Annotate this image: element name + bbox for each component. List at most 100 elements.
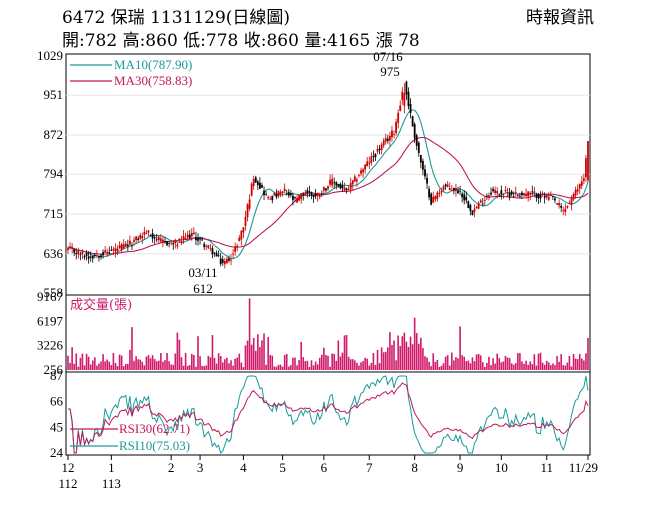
volume-bar	[486, 363, 488, 370]
volume-bar	[147, 355, 150, 370]
volume-bar	[506, 357, 509, 370]
candle-body	[213, 252, 216, 254]
volume-bar	[312, 365, 315, 370]
candle-body	[580, 181, 583, 186]
candle-body	[362, 169, 364, 173]
volume-bar	[166, 353, 168, 370]
volume-bar	[178, 339, 181, 370]
candle-body	[178, 238, 181, 241]
candle-body	[413, 123, 416, 139]
volume-bar	[203, 366, 205, 370]
volume-bar	[232, 365, 234, 370]
volume-bar	[145, 356, 148, 370]
candle-body	[327, 186, 329, 190]
volume-bar	[283, 354, 286, 370]
volume-bar	[465, 361, 468, 370]
candle-body	[448, 188, 451, 190]
volume-bar	[124, 363, 127, 370]
volume-bar	[498, 358, 501, 370]
volume-bar	[207, 355, 210, 370]
candle-body	[391, 130, 393, 138]
candle-body	[110, 249, 113, 251]
volume-bar	[354, 360, 356, 370]
volume-bar	[345, 334, 348, 370]
candle-body	[556, 203, 558, 205]
volume-bar	[434, 361, 437, 370]
volume-bar	[91, 360, 94, 370]
volume-bar	[560, 354, 562, 370]
candle-body	[335, 182, 338, 186]
legend-rsi30: RSI30(62.71)	[119, 421, 190, 436]
volume-bar	[504, 355, 507, 370]
candle-body	[209, 247, 212, 249]
candle-body	[576, 189, 579, 192]
candle-body	[459, 190, 461, 192]
volume-bar	[407, 346, 410, 370]
volume-bar	[236, 357, 239, 370]
x-tick-label: 7	[366, 460, 373, 475]
candle-body	[372, 156, 375, 157]
candle-body	[374, 153, 377, 158]
volume-bar	[259, 346, 261, 370]
volume-bar	[583, 360, 585, 370]
volume-bar	[302, 357, 305, 370]
candle-body	[467, 201, 470, 209]
volume-bar	[104, 361, 106, 370]
price-tick-label: 794	[44, 166, 64, 181]
volume-bar	[186, 365, 189, 370]
candle-body	[104, 250, 107, 253]
candle-body	[211, 248, 214, 255]
high-annotation: 07/16 975	[373, 49, 403, 79]
volume-bar	[389, 332, 391, 370]
price-tick-label: 872	[44, 127, 64, 142]
candle-body	[304, 192, 307, 195]
volume-bar	[69, 362, 71, 370]
volume-bar	[339, 356, 342, 370]
candle-body	[205, 246, 208, 247]
candle-body	[521, 192, 523, 195]
candle-body	[376, 149, 379, 152]
candle-body	[302, 193, 305, 195]
candle-body	[238, 237, 241, 242]
candle-body	[415, 135, 418, 146]
candle-body	[289, 193, 292, 196]
candle-body	[279, 192, 282, 195]
candle-body	[248, 199, 251, 209]
candle-body	[543, 195, 546, 198]
x-tick-label: 4	[240, 460, 247, 475]
volume-bar	[382, 352, 385, 370]
candle-body	[529, 192, 532, 195]
candle-body	[333, 182, 336, 184]
volume-bar	[182, 365, 185, 370]
volume-bar	[240, 362, 243, 370]
volume-bar	[106, 359, 109, 370]
candle-body	[201, 239, 204, 241]
x-tick-label: 5	[279, 460, 286, 475]
volume-bar	[444, 356, 447, 370]
volume-bar	[574, 358, 577, 370]
volume-bar	[417, 343, 420, 370]
volume-bar	[335, 360, 338, 370]
candle-body	[145, 232, 148, 234]
legend-ma30: MA30(758.83)	[114, 73, 192, 88]
candle-body	[384, 138, 387, 142]
candle-body	[562, 210, 565, 212]
candle-body	[545, 195, 548, 198]
candle-body	[176, 244, 179, 247]
candle-body	[162, 239, 164, 243]
candle-body	[525, 193, 527, 197]
volume-bar	[304, 361, 307, 370]
volume-bar	[261, 340, 263, 370]
candle-body	[514, 192, 517, 194]
quote-summary: 開:782 高:860 低:778 收:860 量:4165 漲 78	[62, 31, 420, 51]
candle-body	[455, 188, 457, 192]
candle-body	[102, 252, 104, 256]
candle-body	[108, 252, 111, 254]
candle-body	[366, 161, 369, 167]
candle-body	[364, 164, 367, 170]
candle-body	[471, 210, 474, 216]
volume-bar	[129, 349, 131, 370]
candle-body	[341, 185, 344, 189]
candle-body	[554, 198, 556, 201]
volume-bar	[428, 361, 430, 370]
